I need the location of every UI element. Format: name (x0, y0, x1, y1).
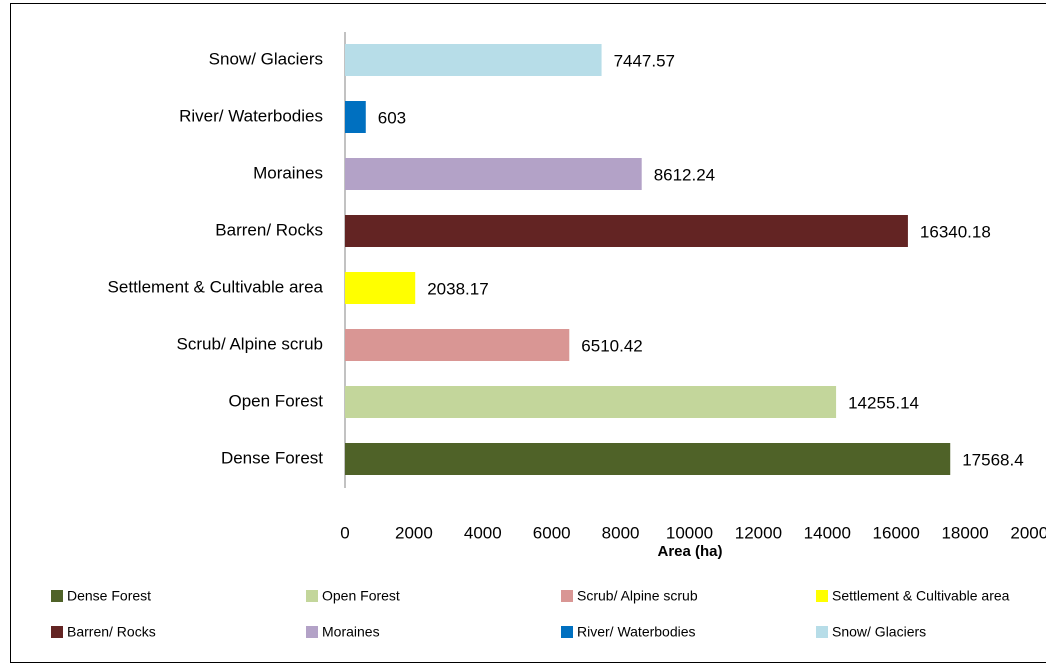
x-tick-label: 12000 (735, 523, 782, 542)
y-tick-label: Open Forest (229, 391, 324, 410)
data-label: 16340.18 (920, 222, 991, 241)
x-tick-label: 8000 (602, 523, 640, 542)
y-tick-label: River/ Waterbodies (179, 106, 323, 125)
bar (345, 329, 570, 361)
legend-label: Dense Forest (67, 588, 151, 604)
data-label: 6510.42 (581, 336, 642, 355)
legend-label: Moraines (322, 624, 380, 640)
x-tick-label: 16000 (873, 523, 920, 542)
legend-swatch (306, 590, 318, 602)
bar (345, 101, 366, 133)
legend-swatch (561, 626, 573, 638)
y-tick-label: Barren/ Rocks (215, 220, 323, 239)
y-tick-label: Moraines (253, 163, 323, 182)
x-tick-label: 10000 (666, 523, 713, 542)
x-tick-label: 2000 (395, 523, 433, 542)
data-label: 2038.17 (427, 279, 488, 298)
x-tick-label: 6000 (533, 523, 571, 542)
legend-label: Scrub/ Alpine scrub (577, 588, 698, 604)
legend-label: Snow/ Glaciers (832, 624, 926, 640)
y-tick-label: Settlement & Cultivable area (108, 277, 324, 296)
legend-label: River/ Waterbodies (577, 624, 696, 640)
data-label: 14255.14 (848, 393, 919, 412)
chart-frame (10, 3, 1046, 663)
bar (345, 386, 837, 418)
bar (345, 215, 908, 247)
bar (345, 158, 642, 190)
data-label: 8612.24 (654, 165, 715, 184)
legend-label: Open Forest (322, 588, 400, 604)
legend-swatch (561, 590, 573, 602)
legend-swatch (51, 626, 63, 638)
data-label: 17568.4 (962, 450, 1023, 469)
x-tick-label: 18000 (941, 523, 988, 542)
y-tick-label: Scrub/ Alpine scrub (177, 334, 323, 353)
data-label: 603 (378, 108, 406, 127)
data-label: 7447.57 (614, 51, 675, 70)
legend-label: Barren/ Rocks (67, 624, 156, 640)
x-tick-label: 4000 (464, 523, 502, 542)
legend-swatch (816, 590, 828, 602)
x-tick-label: 20000 (1010, 523, 1046, 542)
legend-swatch (816, 626, 828, 638)
x-tick-label: 14000 (804, 523, 851, 542)
x-tick-label: 0 (340, 523, 349, 542)
y-tick-label: Snow/ Glaciers (209, 49, 323, 68)
bar (345, 272, 416, 304)
legend-swatch (51, 590, 63, 602)
bar (345, 44, 602, 76)
legend-swatch (306, 626, 318, 638)
x-axis-title: Area (ha) (657, 543, 722, 560)
bar (345, 443, 951, 475)
y-tick-label: Dense Forest (221, 448, 323, 467)
legend-label: Settlement & Cultivable area (832, 588, 1010, 604)
